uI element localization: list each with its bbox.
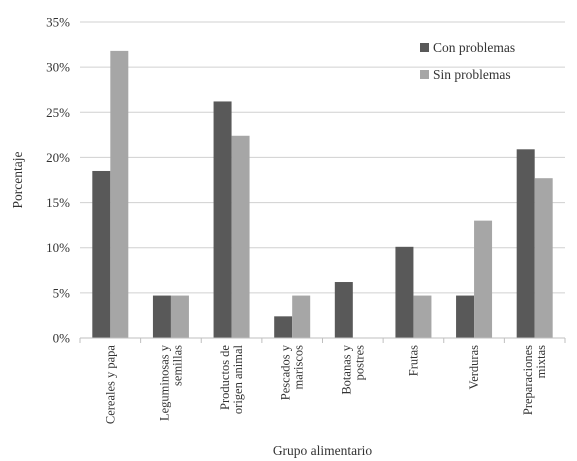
category-label: Pescados ymariscos	[279, 344, 306, 400]
category-labels: Cereales y papa Leguminosas ysemillas Prod…	[103, 344, 548, 424]
category-label: Frutas	[406, 345, 420, 376]
bar	[534, 178, 553, 338]
bar	[474, 220, 493, 338]
y-tick-label: 15%	[46, 195, 70, 210]
category-label-line: Productos de	[218, 345, 232, 410]
y-tick-label: 35%	[46, 15, 70, 30]
y-tick-label: 5%	[53, 285, 71, 300]
bar	[213, 101, 232, 338]
legend-swatch-sin-problemas	[420, 70, 429, 79]
category-label-line: origen animal	[231, 344, 245, 414]
category-label-line: semillas	[170, 345, 184, 386]
y-tick-label: 30%	[46, 60, 70, 75]
bars	[92, 50, 553, 339]
axes	[79, 337, 566, 343]
bar	[92, 170, 111, 338]
y-tick-label: 20%	[46, 150, 70, 165]
category-label-line: Preparaciones	[521, 345, 535, 415]
legend-label-con-problemas: Con problemas	[433, 40, 515, 55]
bar	[274, 316, 293, 338]
y-tick-label: 0%	[53, 331, 71, 346]
bar	[231, 135, 250, 338]
legend: Con problemas Sin problemas	[420, 40, 515, 82]
bar	[292, 295, 311, 338]
category-label-line: Botanas y	[339, 344, 353, 394]
legend-swatch-con-problemas	[420, 43, 429, 52]
y-tick-label: 10%	[46, 240, 70, 255]
category-label-line: Cereales y papa	[103, 345, 117, 425]
bar	[395, 246, 414, 338]
x-axis-title: Grupo alimentario	[273, 443, 373, 458]
bar	[516, 149, 535, 338]
bar	[110, 50, 129, 339]
bar	[413, 295, 432, 338]
category-label: Productos deorigen animal	[218, 344, 245, 414]
category-label-line: postres	[352, 345, 366, 381]
bar	[456, 295, 475, 338]
category-label: Preparacionesmixtas	[521, 345, 548, 415]
bar	[170, 295, 189, 338]
bar	[152, 295, 171, 338]
category-label-line: mixtas	[534, 345, 548, 378]
y-tick-label: 25%	[46, 105, 70, 120]
category-label: Verduras	[467, 345, 481, 390]
bar	[334, 282, 353, 338]
gridlines	[80, 21, 565, 294]
category-label-line: Leguminosas y	[157, 344, 171, 421]
category-label: Cereales y papa	[103, 345, 117, 425]
category-label: Botanas ypostres	[339, 344, 366, 394]
legend-label-sin-problemas: Sin problemas	[433, 67, 511, 82]
category-label: Leguminosas ysemillas	[157, 344, 184, 421]
y-tick-labels: 0% 5% 10% 15% 20% 25% 30% 35%	[46, 15, 70, 346]
category-label-line: Verduras	[467, 345, 481, 390]
category-label-line: Frutas	[406, 345, 420, 376]
y-axis-title: Porcentaje	[10, 152, 25, 209]
category-label-line: Pescados y	[279, 344, 293, 400]
category-label-line: mariscos	[292, 345, 306, 390]
